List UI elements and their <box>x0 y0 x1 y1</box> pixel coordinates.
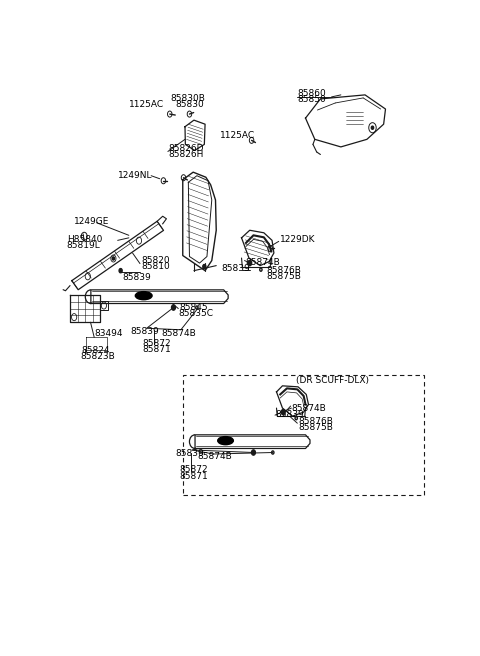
Text: 85876B: 85876B <box>266 266 301 275</box>
Text: 85872: 85872 <box>179 465 208 474</box>
Text: 85835C: 85835C <box>178 308 213 318</box>
Text: 85839: 85839 <box>222 264 251 273</box>
Text: 85826H: 85826H <box>168 150 203 159</box>
Text: H85840: H85840 <box>67 235 102 244</box>
Circle shape <box>372 126 373 129</box>
Text: 85839: 85839 <box>130 327 159 336</box>
Ellipse shape <box>135 292 152 300</box>
Text: 85830: 85830 <box>175 100 204 110</box>
Text: (DR SCUFF-DLX): (DR SCUFF-DLX) <box>296 377 369 385</box>
Text: 85875B: 85875B <box>298 422 333 432</box>
Text: 85826D: 85826D <box>168 144 204 153</box>
Circle shape <box>252 450 255 455</box>
Text: 85830B: 85830B <box>171 94 206 104</box>
Circle shape <box>119 268 122 273</box>
Text: 85871: 85871 <box>143 345 171 354</box>
Text: 85823B: 85823B <box>81 352 115 361</box>
Text: 1249NL: 1249NL <box>118 171 152 180</box>
Bar <box>183 375 424 495</box>
Text: 85839: 85839 <box>122 274 151 282</box>
Circle shape <box>112 257 115 260</box>
Text: 85824: 85824 <box>82 346 110 355</box>
Text: 85860: 85860 <box>297 89 326 98</box>
Text: 85876B: 85876B <box>298 417 333 426</box>
Circle shape <box>171 305 175 310</box>
Circle shape <box>248 260 252 266</box>
Text: 1249GE: 1249GE <box>74 216 109 226</box>
Text: 85874B: 85874B <box>291 403 326 413</box>
Text: 85874B: 85874B <box>197 452 232 461</box>
Text: 85819L: 85819L <box>67 241 100 250</box>
Text: 85820: 85820 <box>141 256 170 265</box>
Text: 85874B: 85874B <box>245 258 280 267</box>
Text: 1229DK: 1229DK <box>279 235 315 244</box>
Text: 85875B: 85875B <box>266 272 301 281</box>
Text: 1125AC: 1125AC <box>129 100 164 110</box>
Ellipse shape <box>218 437 233 445</box>
Text: 85871: 85871 <box>179 472 208 481</box>
Text: 85850: 85850 <box>297 95 326 104</box>
Text: 85839: 85839 <box>175 449 204 458</box>
Circle shape <box>203 264 206 269</box>
Text: 1125AC: 1125AC <box>220 131 255 140</box>
Text: 85839: 85839 <box>276 409 304 419</box>
Text: 83494: 83494 <box>94 329 123 338</box>
Text: 85874B: 85874B <box>161 329 196 338</box>
Text: 85845: 85845 <box>180 302 208 312</box>
Text: 85872: 85872 <box>143 339 171 348</box>
Text: 85810: 85810 <box>141 262 170 271</box>
Circle shape <box>281 409 285 415</box>
